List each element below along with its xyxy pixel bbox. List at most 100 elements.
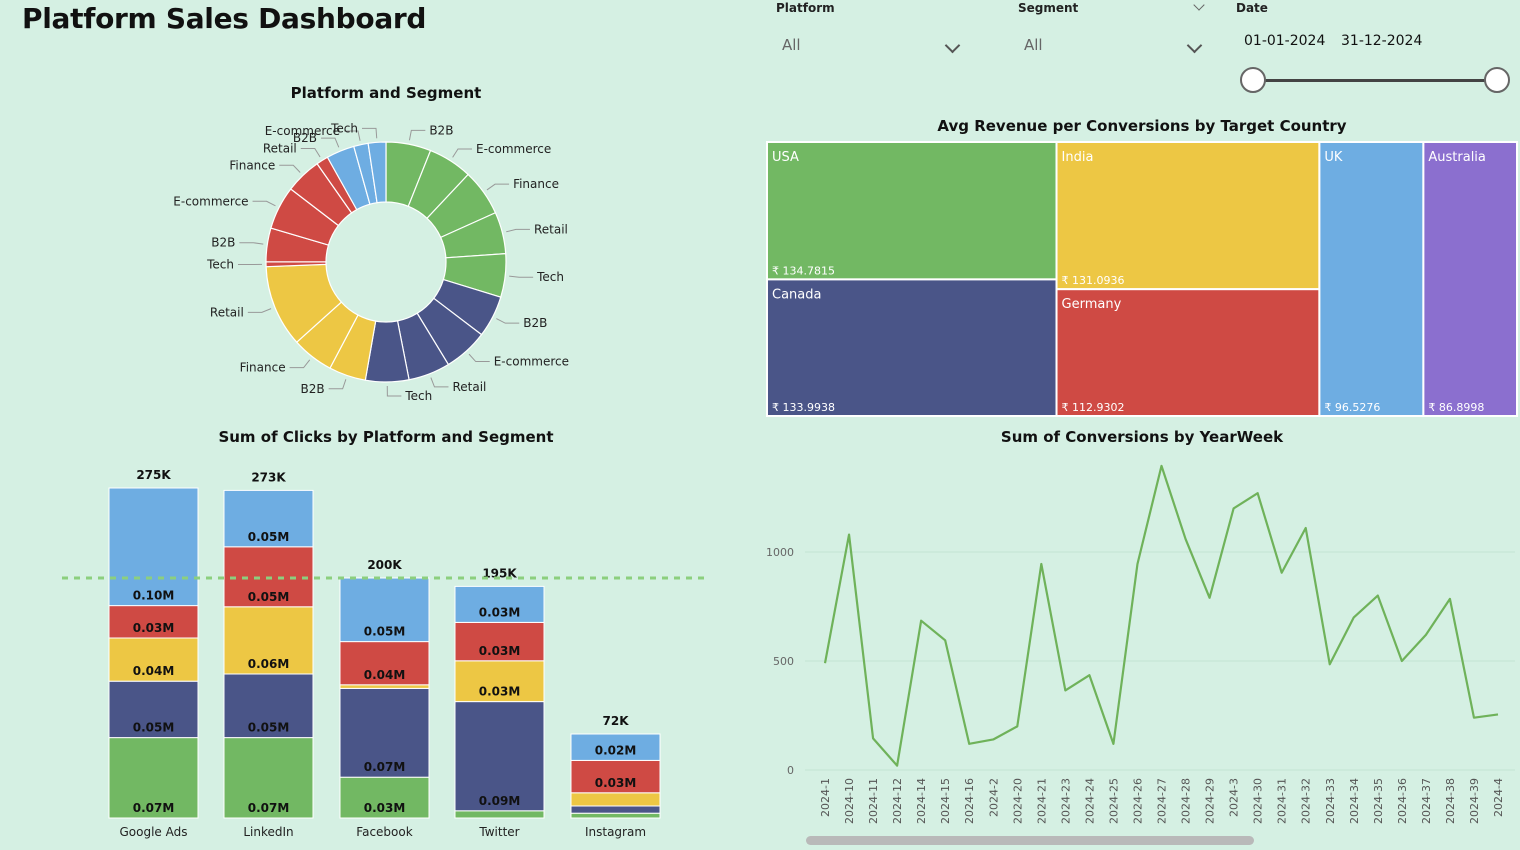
bar-segment-facebook[interactable] bbox=[108, 637, 199, 682]
donut-leader-line bbox=[343, 130, 361, 141]
x-tick-label: 2024-4 bbox=[1492, 778, 1505, 817]
line-point[interactable] bbox=[1327, 661, 1333, 667]
bar-segment-google-ads[interactable] bbox=[223, 737, 314, 819]
bar-segment-instagram[interactable] bbox=[108, 487, 199, 607]
donut-slice-instagram-tech[interactable] bbox=[367, 141, 387, 204]
line-point[interactable] bbox=[966, 741, 972, 747]
line-point[interactable] bbox=[1038, 561, 1044, 567]
treemap-tile-canada[interactable] bbox=[766, 278, 1058, 418]
donut-label: Finance bbox=[513, 177, 559, 191]
treemap-tile-india[interactable] bbox=[1055, 141, 1321, 291]
donut-leader-line bbox=[509, 275, 534, 278]
bar-data-label: 0.03M bbox=[364, 801, 406, 815]
line-point[interactable] bbox=[1351, 614, 1357, 620]
treemap-tile-australia[interactable] bbox=[1422, 141, 1518, 417]
line-point[interactable] bbox=[990, 736, 996, 742]
bar-data-label: 0.04M bbox=[133, 664, 175, 678]
bar-segment-google-ads[interactable] bbox=[570, 812, 661, 819]
date-start-input[interactable]: 01-01-2024 bbox=[1244, 33, 1326, 49]
bar-segment-google-ads[interactable] bbox=[454, 810, 545, 819]
line-point[interactable] bbox=[894, 763, 900, 769]
treemap-title: Avg Revenue per Conversions by Target Co… bbox=[937, 117, 1346, 135]
line-point[interactable] bbox=[918, 618, 924, 624]
segment-dropdown-value: All bbox=[1024, 36, 1043, 54]
bar-segment-instagram[interactable] bbox=[339, 577, 430, 643]
bar-data-label: 0.07M bbox=[248, 801, 290, 815]
line-point[interactable] bbox=[1471, 715, 1477, 721]
line-point[interactable] bbox=[1207, 595, 1213, 601]
bar-segment-google-ads[interactable] bbox=[339, 776, 430, 819]
line-point[interactable] bbox=[942, 637, 948, 643]
line-point[interactable] bbox=[1134, 561, 1140, 567]
donut-leader-line bbox=[320, 137, 340, 148]
line-point[interactable] bbox=[1086, 672, 1092, 678]
donut-leader-line bbox=[430, 377, 449, 388]
bar-segment-facebook[interactable] bbox=[223, 606, 314, 675]
line-point[interactable] bbox=[1447, 596, 1453, 602]
x-tick-label: 2024-26 bbox=[1131, 778, 1144, 824]
treemap-tile-uk[interactable] bbox=[1318, 141, 1425, 417]
line-point[interactable] bbox=[1255, 490, 1261, 496]
donut-leader-line bbox=[386, 385, 402, 397]
line-point[interactable] bbox=[1495, 711, 1501, 717]
bar-segment-instagram[interactable] bbox=[454, 585, 545, 623]
bar-segment-twitter[interactable] bbox=[570, 759, 661, 794]
line-point[interactable] bbox=[1110, 741, 1116, 747]
conversions-line[interactable] bbox=[823, 464, 1499, 767]
bar-segment-linkedin[interactable] bbox=[108, 680, 199, 739]
line-point[interactable] bbox=[1423, 632, 1429, 638]
bar-segment-facebook[interactable] bbox=[454, 660, 545, 703]
bar-segment-twitter[interactable] bbox=[339, 641, 430, 686]
line-point[interactable] bbox=[1014, 723, 1020, 729]
treemap-value-canada: ₹ 133.9938 bbox=[772, 401, 835, 414]
x-tick-label: 2024-10 bbox=[843, 778, 856, 824]
bar-segment-facebook[interactable] bbox=[570, 792, 661, 807]
date-slider-end-handle[interactable] bbox=[1484, 67, 1510, 93]
bar-segment-linkedin[interactable] bbox=[223, 673, 314, 739]
line-point[interactable] bbox=[1303, 525, 1309, 531]
date-slider-track[interactable] bbox=[1254, 79, 1498, 82]
donut-leader-line bbox=[452, 148, 472, 158]
page-title: Platform Sales Dashboard bbox=[22, 2, 427, 35]
line-point[interactable] bbox=[1279, 570, 1285, 576]
bar-segment-linkedin[interactable] bbox=[570, 805, 661, 814]
treemap-tile-germany[interactable] bbox=[1055, 288, 1321, 417]
x-tick-label: 2024-25 bbox=[1107, 778, 1120, 824]
line-point[interactable] bbox=[1183, 536, 1189, 542]
bar-total-label: 275K bbox=[136, 468, 171, 482]
line-point[interactable] bbox=[1159, 463, 1165, 469]
x-tick-label: 2024-16 bbox=[963, 778, 976, 824]
bar-data-label: 0.05M bbox=[248, 530, 290, 544]
line-point[interactable] bbox=[1375, 593, 1381, 599]
line-chart-title: Sum of Conversions by YearWeek bbox=[1001, 428, 1284, 446]
bar-segment-linkedin[interactable] bbox=[454, 701, 545, 812]
segment-dropdown[interactable]: All bbox=[1012, 28, 1208, 60]
date-slider-start-handle[interactable] bbox=[1240, 67, 1266, 93]
bar-category-label: Google Ads bbox=[120, 825, 188, 839]
line-point[interactable] bbox=[1231, 505, 1237, 511]
line-chart-scrollbar[interactable] bbox=[806, 836, 1254, 845]
donut-leader-line bbox=[361, 127, 378, 139]
line-point[interactable] bbox=[822, 660, 828, 666]
bar-segment-twitter[interactable] bbox=[454, 621, 545, 662]
x-tick-label: 2024-38 bbox=[1444, 778, 1457, 824]
bar-data-label: 0.05M bbox=[364, 625, 406, 639]
treemap-tile-usa[interactable] bbox=[766, 141, 1058, 281]
line-point[interactable] bbox=[1062, 687, 1068, 693]
line-point[interactable] bbox=[870, 735, 876, 741]
bar-segment-instagram[interactable] bbox=[570, 733, 661, 761]
x-tick-label: 2024-35 bbox=[1372, 778, 1385, 824]
bar-segment-instagram[interactable] bbox=[223, 489, 314, 548]
platform-dropdown[interactable]: All bbox=[770, 28, 966, 60]
bar-data-label: 0.03M bbox=[479, 644, 521, 658]
donut-leader-line bbox=[289, 359, 311, 369]
line-point[interactable] bbox=[846, 532, 852, 538]
bar-category-label: LinkedIn bbox=[243, 825, 293, 839]
donut-label: B2B bbox=[523, 316, 547, 330]
bar-segment-linkedin[interactable] bbox=[339, 687, 430, 778]
donut-label: Tech bbox=[536, 270, 564, 284]
bar-segment-facebook[interactable] bbox=[339, 684, 430, 689]
line-point[interactable] bbox=[1399, 658, 1405, 664]
date-end-input[interactable]: 31-12-2024 bbox=[1341, 33, 1423, 49]
x-tick-label: 2024-3 bbox=[1228, 778, 1241, 817]
